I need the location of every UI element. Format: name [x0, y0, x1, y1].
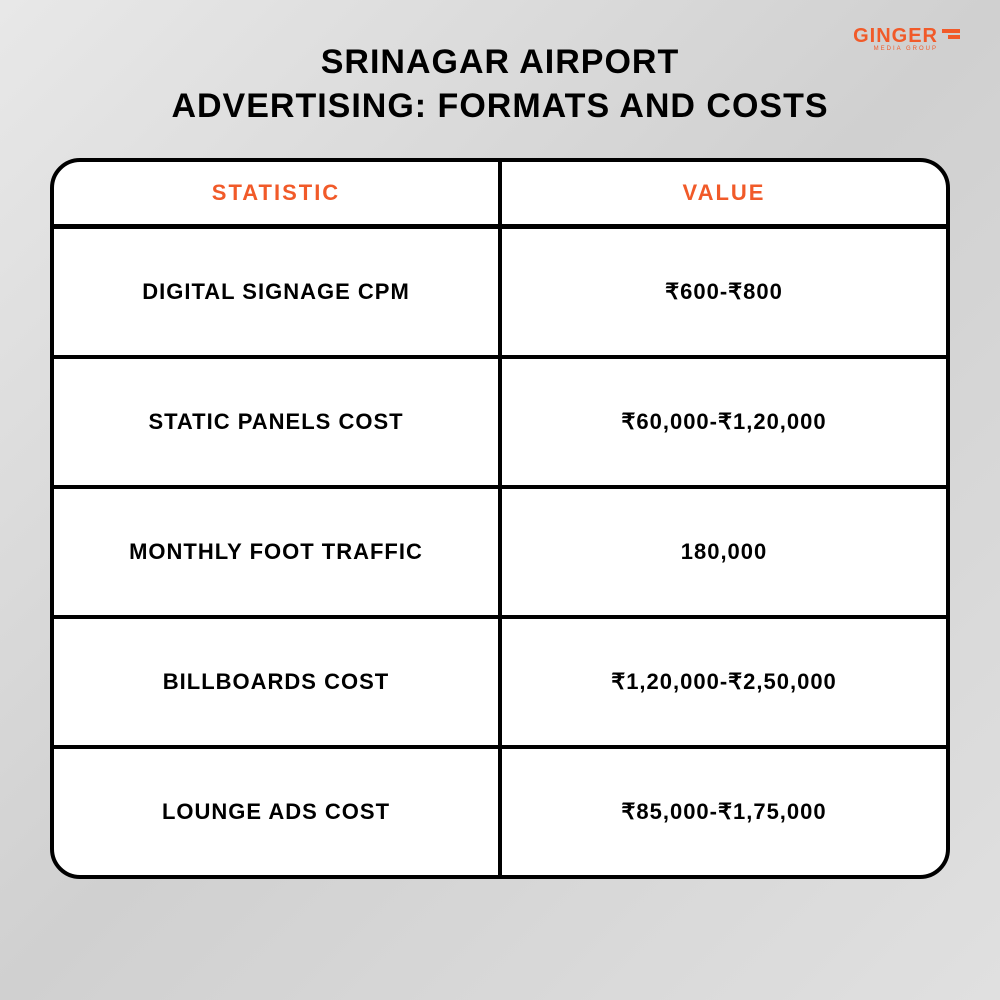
costs-table: STATISTIC VALUE DIGITAL SIGNAGE CPM ₹600…	[50, 158, 950, 879]
table-cell-value: ₹1,20,000-₹2,50,000	[502, 619, 946, 745]
table-row: MONTHLY FOOT TRAFFIC 180,000	[54, 489, 946, 619]
title-line-2: ADVERTISING: FORMATS AND COSTS	[50, 84, 950, 128]
table-row: BILLBOARDS COST ₹1,20,000-₹2,50,000	[54, 619, 946, 749]
logo-subtext: MEDIA GROUP	[853, 46, 938, 52]
logo-text: GINGER	[853, 25, 938, 48]
table-header-row: STATISTIC VALUE	[54, 162, 946, 229]
table-header-statistic: STATISTIC	[54, 162, 502, 224]
logo-bar	[942, 29, 960, 33]
table-cell-statistic: BILLBOARDS COST	[54, 619, 502, 745]
table-header-value: VALUE	[502, 162, 946, 224]
page-title: SRINAGAR AIRPORT ADVERTISING: FORMATS AN…	[50, 40, 950, 128]
title-line-1: SRINAGAR AIRPORT	[50, 40, 950, 84]
table-cell-value: ₹600-₹800	[502, 229, 946, 355]
logo-bars-icon	[942, 29, 960, 39]
logo-bar	[948, 35, 960, 39]
table-cell-statistic: LOUNGE ADS COST	[54, 749, 502, 875]
logo-text-container: GINGER MEDIA GROUP	[853, 25, 938, 52]
brand-logo: GINGER MEDIA GROUP	[853, 25, 960, 52]
table-cell-value: ₹60,000-₹1,20,000	[502, 359, 946, 485]
table-cell-value: ₹85,000-₹1,75,000	[502, 749, 946, 875]
table-row: DIGITAL SIGNAGE CPM ₹600-₹800	[54, 229, 946, 359]
table-cell-statistic: STATIC PANELS COST	[54, 359, 502, 485]
table-row: STATIC PANELS COST ₹60,000-₹1,20,000	[54, 359, 946, 489]
table-cell-statistic: DIGITAL SIGNAGE CPM	[54, 229, 502, 355]
table-cell-statistic: MONTHLY FOOT TRAFFIC	[54, 489, 502, 615]
table-cell-value: 180,000	[502, 489, 946, 615]
table-row: LOUNGE ADS COST ₹85,000-₹1,75,000	[54, 749, 946, 875]
